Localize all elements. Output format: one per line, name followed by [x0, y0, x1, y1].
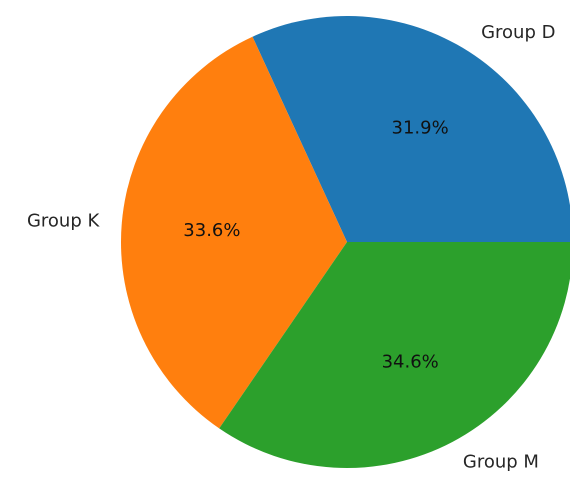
slice-category-label: Group D: [481, 22, 555, 43]
pie-slice-group-d: [252, 16, 570, 242]
pie-slice-group-m: [219, 242, 570, 469]
slice-category-label: Group K: [27, 211, 101, 232]
slice-percent-label: 33.6%: [183, 220, 240, 241]
slice-percent-label: 34.6%: [382, 352, 439, 373]
slice-category-label: Group M: [463, 451, 539, 472]
slice-percent-label: 31.9%: [392, 117, 449, 138]
pie-slices: [120, 16, 570, 469]
pie-labels: 31.9% Group D 33.6% Group K 34.6% Group M: [27, 22, 556, 472]
pie-slice-group-k: [120, 36, 347, 429]
